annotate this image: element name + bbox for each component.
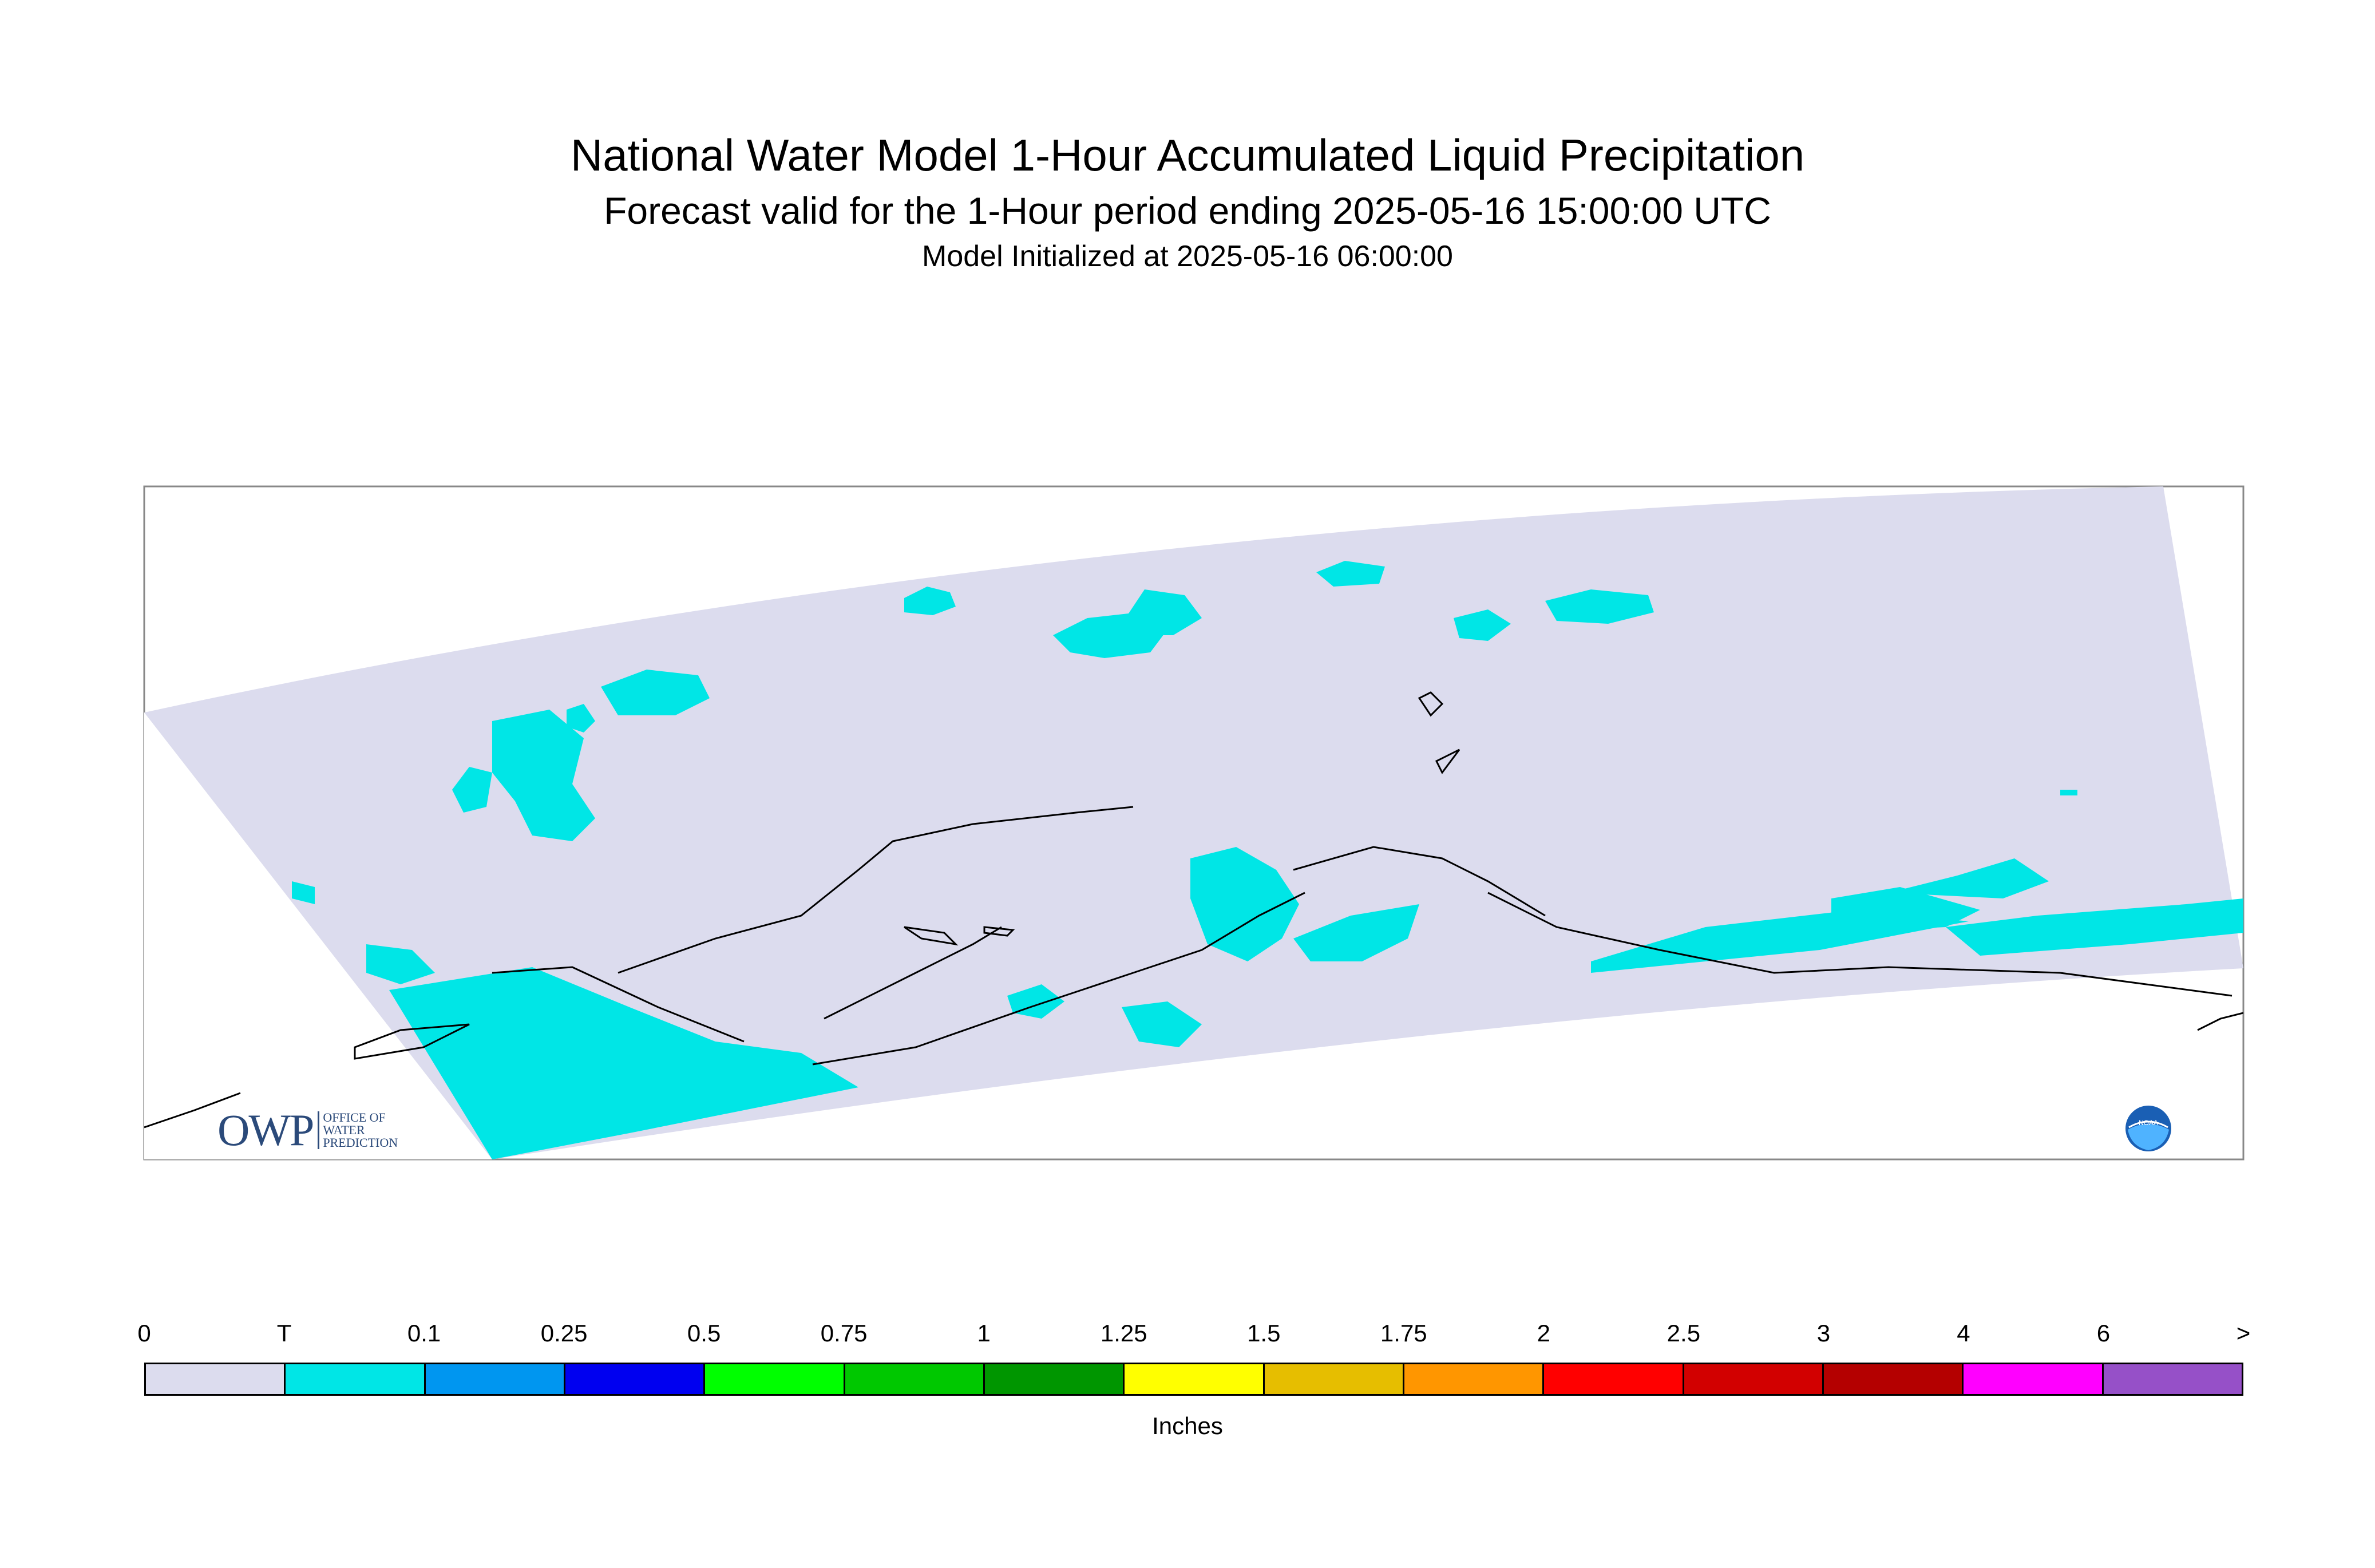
model-init-line: Model Initialized at 2025-05-16 06:00:00 (922, 240, 1453, 273)
colorbar-tick-label: 0 (137, 1320, 151, 1347)
colorbar-tick-label: 0.75 (820, 1320, 868, 1347)
svg-text:NOAA: NOAA (2139, 1119, 2158, 1127)
colorbar-tick-label: 1.5 (1247, 1320, 1281, 1347)
colorbar (144, 1363, 2243, 1396)
colorbar-box (2103, 1364, 2242, 1394)
colorbar-box (1684, 1364, 1824, 1394)
trace-precip-areas (292, 561, 2243, 1159)
map-title: National Water Model 1-Hour Accumulated … (570, 130, 1805, 180)
colorbar-tick-label: T (276, 1320, 292, 1347)
colorbar-box (425, 1364, 565, 1394)
owp-logo-text: OFFICE OF WATER PREDICTION (318, 1111, 398, 1149)
noaa-logo: NOAA (2125, 1106, 2171, 1151)
colorbar-tick-label: > (2236, 1320, 2251, 1347)
colorbar-units-label: Inches (1152, 1412, 1223, 1439)
colorbar-tick-label: 4 (1957, 1320, 1970, 1347)
owp-logo: OWP OFFICE OF WATER PREDICTION (217, 1104, 398, 1156)
colorbar-box (845, 1364, 985, 1394)
colorbar-box (565, 1364, 706, 1394)
colorbar-box (1544, 1364, 1684, 1394)
model-domain (144, 486, 2243, 1159)
colorbar-box (1964, 1364, 2104, 1394)
colorbar-box (984, 1364, 1125, 1394)
map-subtitle: Forecast valid for the 1-Hour period end… (604, 189, 1771, 232)
colorbar-tick-label: 0.1 (407, 1320, 441, 1347)
colorbar-box (1125, 1364, 1265, 1394)
colorbar-tick-label: 1.25 (1100, 1320, 1147, 1347)
colorbar-tick-label: 1.75 (1380, 1320, 1427, 1347)
colorbar-tick-label: 6 (2096, 1320, 2111, 1347)
colorbar-tick-label: 0.5 (687, 1320, 721, 1347)
colorbar-box (286, 1364, 426, 1394)
colorbar-tick-label: 1 (977, 1320, 991, 1347)
owp-logo-mark: OWP (217, 1105, 314, 1155)
colorbar-box (1823, 1364, 1964, 1394)
colorbar-box (705, 1364, 845, 1394)
coastline-outlines (144, 691, 2243, 1129)
colorbar-tick-label: 2.5 (1667, 1320, 1701, 1347)
colorbar-tick-label: 3 (1816, 1320, 1831, 1347)
colorbar-tick-label: 2 (1537, 1320, 1551, 1347)
colorbar-box (146, 1364, 286, 1394)
colorbar-tick-label: 0.25 (540, 1320, 588, 1347)
colorbar-box (1404, 1364, 1545, 1394)
colorbar-box (1264, 1364, 1404, 1394)
